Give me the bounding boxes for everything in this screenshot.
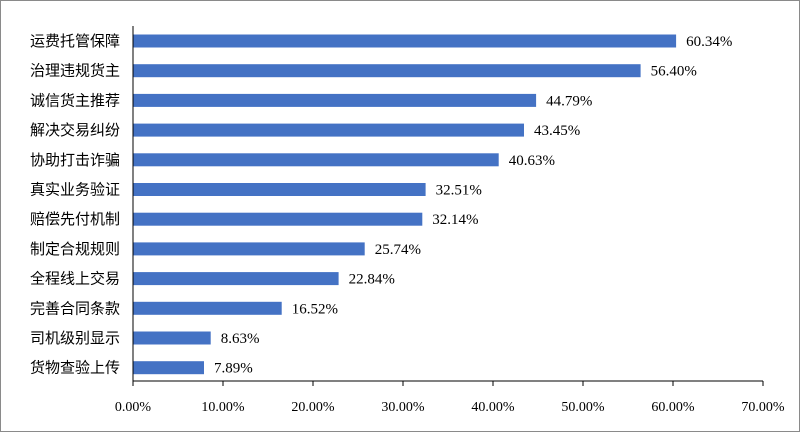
bar-12 [133, 361, 204, 375]
category-label-4: 解决交易纠纷 [30, 121, 120, 139]
data-label-8: 25.74% [375, 242, 421, 258]
category-label-7: 赔偿先付机制 [30, 210, 120, 228]
category-label-12: 货物查验上传 [30, 359, 120, 377]
x-tick-label-4: 30.00% [381, 400, 425, 415]
category-label-9: 全程线上交易 [30, 270, 120, 288]
x-tick-label-5: 40.00% [471, 400, 515, 415]
x-tick-label-8: 70.00% [741, 400, 785, 415]
data-label-11: 8.63% [221, 331, 260, 347]
category-label-5: 协助打击诈骗 [30, 151, 120, 169]
bar-6 [133, 183, 426, 196]
x-tick-label-3: 20.00% [291, 400, 335, 415]
category-label-6: 真实业务验证 [30, 181, 120, 199]
data-label-5: 40.63% [509, 153, 555, 169]
data-label-10: 16.52% [292, 301, 338, 317]
bar-4 [133, 123, 524, 137]
bar-7 [133, 212, 423, 226]
data-label-3: 44.79% [546, 93, 592, 109]
data-label-7: 32.14% [432, 212, 478, 228]
category-label-11: 司机级别显示 [30, 329, 120, 347]
data-label-12: 7.89% [214, 361, 253, 377]
x-tick-label-2: 10.00% [201, 400, 245, 415]
axis-layer [132, 26, 764, 386]
x-tick-label-7: 60.00% [651, 400, 695, 415]
bar-1 [133, 34, 677, 48]
x-tick-label-1: 0.00% [115, 400, 152, 415]
category-label-2: 治理违规货主 [30, 62, 120, 80]
labels-layer: 运费托管保障 60.34% 治理违规货主 56.40% 诚信货主推荐 44.79% 解决交易… [30, 32, 785, 415]
bar-5 [133, 153, 499, 167]
data-label-2: 56.40% [651, 64, 697, 80]
bar-2 [133, 64, 641, 78]
category-label-10: 完善合同条款 [30, 299, 120, 317]
bar-9 [133, 272, 339, 286]
data-label-1: 60.34% [686, 34, 732, 50]
category-label-1: 运费托管保障 [30, 32, 120, 50]
x-tick-label-6: 50.00% [561, 400, 605, 415]
bar-3 [133, 93, 537, 107]
category-label-3: 诚信货主推荐 [30, 91, 120, 109]
data-label-9: 22.84% [349, 272, 395, 288]
data-label-4: 43.45% [534, 123, 580, 139]
bars-layer [133, 34, 677, 375]
bar-8 [133, 242, 365, 256]
bar-10 [133, 301, 282, 315]
bar-11 [133, 331, 211, 345]
category-label-8: 制定合规规则 [30, 240, 120, 258]
data-label-6: 32.51% [436, 183, 482, 199]
